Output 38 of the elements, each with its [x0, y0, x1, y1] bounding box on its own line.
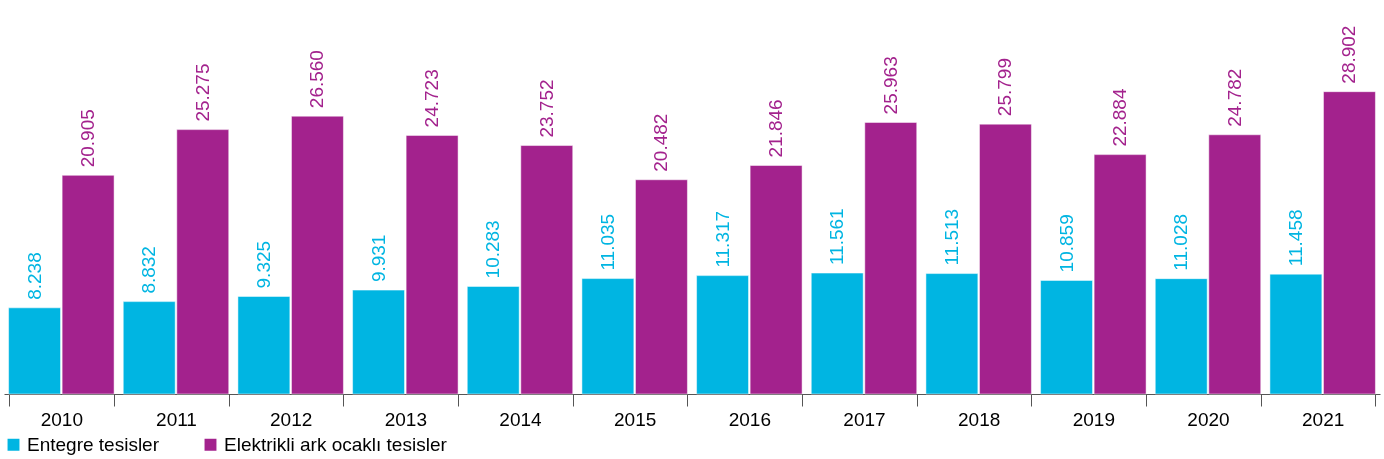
data-label: 11.035: [596, 213, 618, 271]
data-label: 8.832: [138, 246, 160, 294]
data-label: 20.905: [77, 109, 99, 168]
data-label: 8.238: [23, 252, 45, 300]
x-tick-label: 2012: [270, 408, 313, 430]
data-label: 22.884: [1109, 88, 1131, 147]
data-label: 10.859: [1055, 214, 1077, 273]
data-label: 24.782: [1223, 68, 1245, 127]
x-tick-label: 2013: [384, 408, 427, 430]
x-tick-label: 2020: [1187, 408, 1230, 430]
legend-label: Entegre tesisler: [27, 433, 160, 455]
data-label: 10.283: [482, 220, 504, 279]
data-label: 11.513: [940, 208, 962, 266]
x-tick-label: 2015: [614, 408, 657, 430]
data-label: 11.317: [711, 210, 733, 268]
x-tick-label: 2014: [499, 408, 543, 430]
data-label: 25.275: [191, 63, 213, 122]
data-label: 23.752: [535, 79, 557, 138]
data-label: 25.963: [879, 56, 901, 115]
legend-label: Elektrikli ark ocaklı tesisler: [224, 433, 448, 455]
x-tick-label: 2011: [156, 408, 197, 430]
x-tick-label: 2016: [728, 408, 771, 430]
data-label: 20.482: [650, 113, 672, 172]
data-label: 26.560: [306, 50, 328, 109]
x-tick-label: 2010: [40, 408, 83, 430]
data-label: 11.458: [1284, 209, 1306, 267]
x-tick-label: 2018: [958, 408, 1001, 430]
x-tick-label: 2019: [1072, 408, 1115, 430]
data-label: 9.931: [367, 234, 389, 283]
data-label: 25.799: [994, 58, 1016, 117]
data-label: 21.846: [765, 99, 787, 158]
data-label: 11.561: [826, 208, 848, 266]
data-label: 9.325: [252, 240, 274, 289]
x-tick-label: 2017: [843, 408, 886, 430]
data-label: 11.028: [1170, 213, 1192, 271]
data-label: 24.723: [421, 69, 443, 128]
x-tick-label: 2021: [1302, 408, 1345, 430]
data-label: 28.902: [1338, 25, 1360, 84]
